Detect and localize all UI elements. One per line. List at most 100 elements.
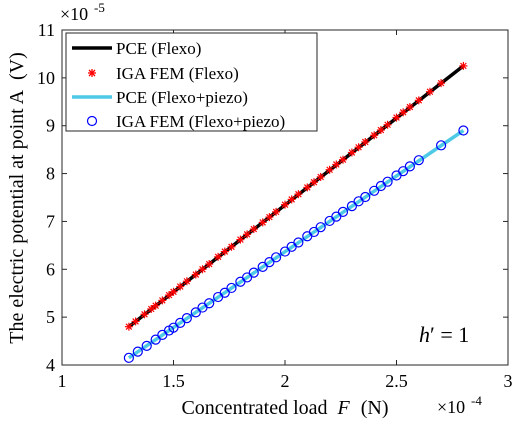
data-point-asterisk (392, 113, 401, 122)
legend-label-iga-flexo-piezo: IGA FEM (Flexo+piezo) (116, 112, 285, 131)
data-point-asterisk (182, 277, 191, 286)
x-axis-label-text: Concentrated load (181, 397, 327, 419)
y-tick-label: 5 (46, 307, 55, 327)
data-point-circle (257, 261, 268, 272)
data-point-asterisk (316, 172, 325, 181)
data-point-circle (360, 191, 371, 203)
data-point-circle (219, 287, 230, 298)
y-axis-unit: (V) (6, 52, 28, 80)
data-point-asterisk (459, 61, 468, 70)
data-point-asterisk (303, 183, 312, 192)
data-point-asterisk (169, 287, 178, 296)
data-point-circle (226, 282, 237, 294)
data-point-asterisk (265, 213, 274, 222)
legend-marker-iga-flexo (88, 69, 96, 77)
data-point-asterisk (140, 310, 149, 319)
legend-label-pce-flexo: PCE (Flexo) (116, 39, 201, 58)
data-point-asterisk (249, 225, 258, 234)
data-point-circle (190, 307, 201, 318)
legend: PCE (Flexo) IGA FEM (Flexo) PCE (Flexo+p… (65, 32, 318, 132)
data-point-circle (337, 206, 349, 217)
data-point-circle (150, 334, 161, 345)
annotation-h-prime: h′ = 1 (419, 322, 469, 347)
data-point-asterisk (347, 148, 356, 157)
data-point-asterisk (236, 235, 245, 244)
data-point-circle (331, 211, 342, 222)
data-point-asterisk (309, 178, 318, 187)
data-point-asterisk (176, 282, 185, 291)
y-tick-label: 6 (46, 259, 55, 279)
data-point-asterisk (198, 265, 207, 274)
x-tick-label: 1.5 (162, 371, 185, 391)
data-point-circle (175, 317, 186, 328)
data-point-asterisk (414, 96, 423, 105)
data-point-circle (141, 340, 152, 351)
y-axis-exponent-base: ×10 (60, 4, 88, 24)
y-tick-label: 4 (46, 355, 55, 375)
data-point-asterisk (376, 126, 385, 135)
data-point-asterisk (281, 200, 289, 209)
data-point-circle (382, 176, 393, 187)
data-point-asterisk (227, 242, 236, 251)
data-point-asterisk (370, 131, 379, 140)
y-axis-label-text: The electric potential at point A (6, 89, 28, 343)
y-axis-exponent-power: -5 (94, 0, 105, 15)
data-point-asterisk (220, 247, 229, 256)
legend-label-pce-flexo-piezo: PCE (Flexo+piezo) (116, 88, 248, 107)
data-point-circle (308, 226, 320, 238)
data-point-circle (346, 201, 357, 212)
data-point-asterisk (383, 120, 392, 129)
data-point-circle (248, 267, 259, 278)
x-axis-exponent-power: -4 (471, 393, 482, 408)
y-tick-label: 8 (46, 164, 55, 184)
data-point-circle (293, 237, 304, 248)
data-point-asterisk (437, 79, 446, 88)
data-point-asterisk (158, 296, 167, 305)
legend-label-iga-flexo: IGA FEM (Flexo) (116, 64, 239, 83)
data-point-circle (168, 322, 179, 333)
data-point-circle (132, 346, 143, 357)
y-tick-label: 9 (46, 116, 55, 136)
x-axis-unit: (N) (361, 397, 389, 419)
data-point-asterisk (425, 87, 434, 96)
data-point-asterisk (287, 195, 296, 204)
data-point-circle (369, 185, 380, 196)
x-axis-label: Concentrated load F (N) (181, 397, 388, 419)
x-tick-label: 1 (58, 371, 67, 391)
data-point-asterisk (405, 103, 414, 112)
data-point-circle (241, 272, 253, 283)
y-tick-label: 10 (37, 68, 55, 88)
data-point-asterisk (258, 218, 267, 227)
data-point-asterisk (325, 165, 334, 174)
data-point-asterisk (147, 305, 156, 314)
data-point-asterisk (124, 322, 133, 331)
data-point-asterisk (243, 230, 252, 239)
data-point-asterisk (131, 317, 140, 326)
data-point-asterisk (354, 143, 363, 152)
data-point-asterisk (151, 301, 160, 310)
data-point-asterisk (205, 260, 214, 269)
data-series (123, 61, 469, 363)
data-point-asterisk (272, 207, 281, 216)
data-point-circle (458, 125, 469, 136)
x-tick-label: 3 (504, 371, 512, 391)
x-axis-exponent-base: ×10 (437, 397, 465, 417)
data-point-asterisk (361, 137, 370, 146)
y-tick-label: 11 (38, 20, 55, 40)
data-point-asterisk (214, 252, 223, 261)
data-point-asterisk (191, 270, 200, 279)
data-point-circle (398, 166, 409, 177)
x-tick-label: 2.5 (385, 371, 408, 391)
data-point-circle (270, 252, 282, 263)
data-point-circle (315, 222, 326, 233)
y-tick-label: 7 (46, 211, 55, 231)
data-point-circle (404, 161, 415, 172)
x-axis-symbol: F (337, 397, 351, 419)
data-point-asterisk (338, 155, 347, 164)
data-point-circle (123, 352, 134, 363)
data-point-asterisk (294, 190, 303, 199)
data-point-asterisk (399, 108, 408, 117)
legend-marker-iga-flexo-piezo (86, 115, 98, 127)
data-point-circle (264, 257, 275, 268)
